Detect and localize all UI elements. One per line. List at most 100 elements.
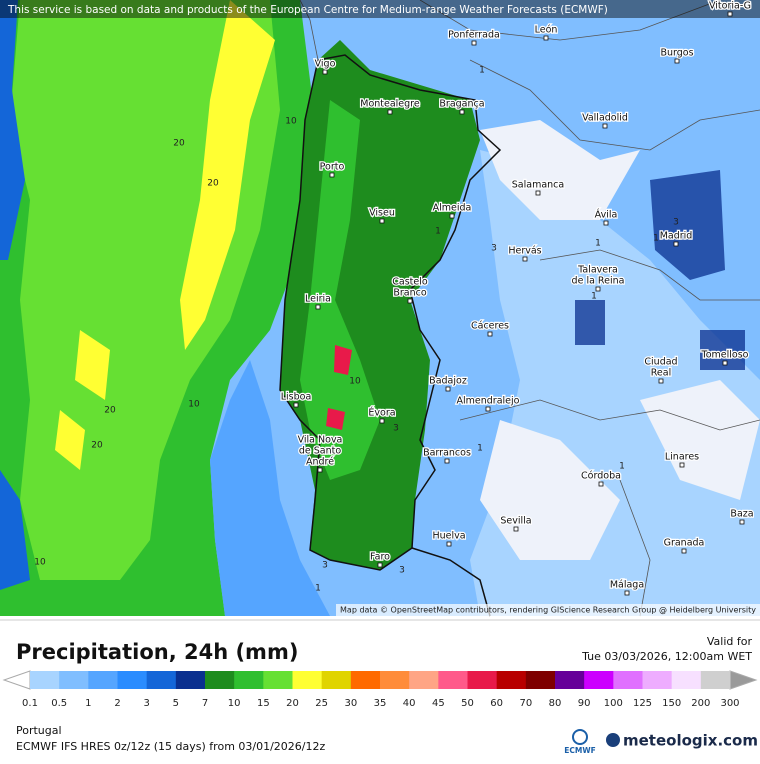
city-dot [722,360,728,366]
rain-area [326,345,352,430]
header-attribution: This service is based on data and produc… [7,4,608,16]
legend-tick-label: 5 [173,698,179,709]
city-label: Real [651,368,671,379]
legend-swatch [263,671,293,689]
contour-label: 3 [322,561,328,571]
legend-tick-label: 70 [519,698,532,709]
legend-tick-label: 30 [344,698,357,709]
city-dot [522,256,528,262]
city-dot [485,406,491,412]
legend-under [2,670,31,690]
legend-swatch [584,671,614,689]
legend-tick-label: 90 [578,698,591,709]
city-dot [449,213,455,219]
city-dot [727,11,733,17]
city-dot [595,286,601,292]
legend-tick-label: 0.5 [51,698,67,709]
contour-labels: 20 20 10 1 1 3 1 3 1 1 10 20 10 20 3 1 1 10 3 3 1 [34,66,679,594]
city-label: Montealegre [360,99,420,110]
legend-swatch [30,671,60,689]
legend-tick-label: 1 [85,698,91,709]
city-dot [679,462,685,468]
logo-site[interactable]: meteologix.com [623,732,758,750]
city-dot [673,241,679,247]
legend-tick-label: 25 [315,698,328,709]
city-dot [293,402,299,408]
city-label: Salamanca [512,180,564,191]
city-dot [513,526,519,532]
legend-swatch [234,671,264,689]
legend-swatch [438,671,468,689]
legend-swatch [671,671,702,689]
legend-tick-label: 80 [549,698,562,709]
contour-label: 1 [619,462,625,472]
city-label: Huelva [432,531,465,542]
city-dot [624,590,630,596]
border [317,54,502,549]
contour-label: 1 [435,227,441,237]
contour-label: 3 [393,424,399,434]
contour-label: 10 [188,400,200,410]
rain-area [0,0,30,590]
legend-swatch [88,671,118,689]
city-label: de la Reina [572,276,625,287]
rain-area [55,330,110,470]
contour-label: 1 [653,234,659,244]
city-label: Almendralejo [457,396,520,407]
city-label: Cáceres [471,321,509,332]
city-label: Málaga [610,580,644,591]
city-label: Almeida [433,203,472,214]
title: Precipitation, 24h (mm) [16,640,298,664]
city-label: Barrancos [423,448,471,459]
city-label: Vila Nova [298,435,343,446]
city-label: Talavera [577,265,618,276]
rain-area [180,0,275,350]
rain-area [575,170,745,370]
city-label: León [535,25,558,36]
contour-label: 20 [207,179,219,189]
rain-area [300,100,380,480]
city-dot [387,109,393,115]
rain-area [210,360,330,616]
city-dot [471,40,477,46]
city-dot [445,386,451,392]
city-label: Baza [730,509,753,520]
legend-swatch [292,671,323,689]
legend: 0.1 0.5 1 2 3 5 7 10 15 20 25 30 35 40 45 50 60 70 80 90 100… [2,670,758,709]
city-dot [379,218,385,224]
contour-label: 1 [477,444,483,454]
city-label: Castelo [392,277,428,288]
legend-swatch [700,671,731,689]
legend-tick-label: 100 [604,698,623,709]
city-dot [446,541,452,547]
legend-swatch [321,671,352,689]
legend-tick-label: 7 [202,698,208,709]
legend-swatch [555,671,585,689]
city-dot [674,58,680,64]
city-dot [602,123,608,129]
legend-tick-label: 35 [374,698,387,709]
legend-swatch [496,671,527,689]
legend-swatch [350,671,381,689]
logo-ecmwf: ECMWF [564,746,596,755]
city-label: Burgos [660,48,693,59]
legend-tick-label: 10 [228,698,241,709]
contour-label: 1 [595,239,601,249]
legend-tick-label: 40 [403,698,416,709]
city-label: Leiria [305,294,331,305]
city-dot [317,467,323,473]
city-label: Porto [320,162,345,173]
map-credits: Map data © OpenStreetMap contributors, r… [340,606,756,615]
city-label: Linares [665,452,699,463]
city-label: Viseu [369,208,395,219]
city-dot [658,378,664,384]
legend-tick-label: 300 [720,698,739,709]
contour-label: 10 [285,117,297,127]
contour-label: 3 [399,566,405,576]
city-dot [487,331,493,337]
legend-swatch [59,671,89,689]
valid-time: Tue 03/03/2026, 12:00am WET [581,650,752,663]
city-dot [444,458,450,464]
city-label: Hervás [508,246,541,257]
